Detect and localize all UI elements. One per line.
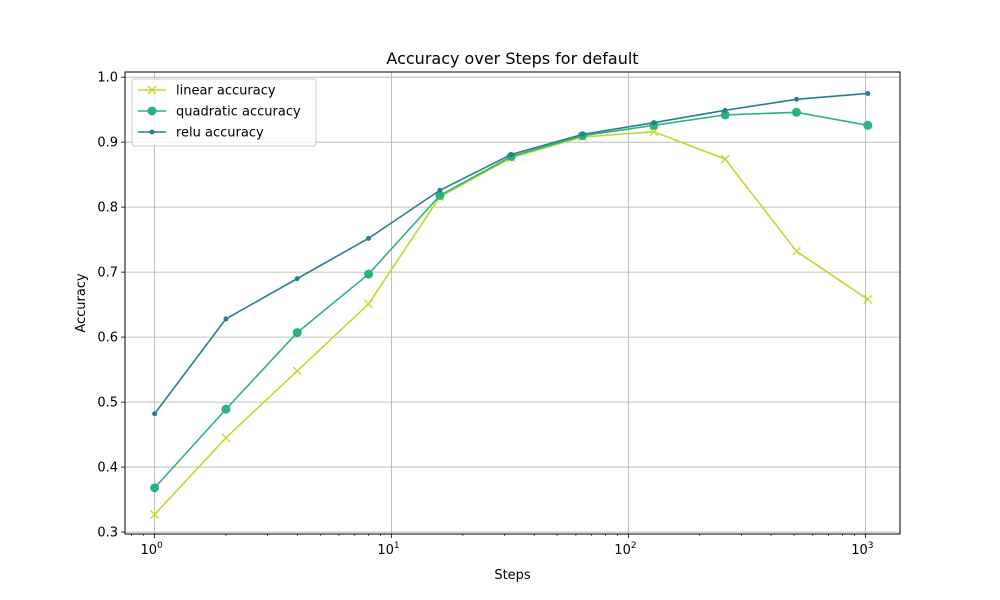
x-tick-base: 10 [140,543,157,558]
series-lines [150,90,873,519]
x-tick-base: 10 [377,543,394,558]
x-marker [150,510,160,519]
y-axis-label: Accuracy [74,273,89,333]
circle-marker [720,110,730,120]
circle-marker [435,190,445,200]
x-marker [364,299,374,309]
chart-title: Accuracy over Steps for default [386,49,638,68]
y-tick-label: 0.4 [97,461,118,476]
dot-marker [580,131,586,137]
x-tick-exponent: 0 [157,541,163,551]
x-tick-exponent: 3 [868,541,874,551]
legend-entry: relu accuracy [138,126,264,141]
x-tick-base: 10 [614,543,631,558]
x-axis-label: Steps [494,568,531,583]
circle-marker [863,120,873,130]
legend: linear accuracy quadratic accuracy relu ac… [131,78,317,147]
grid [125,72,900,534]
legend-entry: linear accuracy [138,84,276,99]
y-tick-label: 0.9 [97,136,118,151]
circle-marker [292,328,302,338]
x-tick-label: 103 [851,541,873,558]
x-marker [792,246,801,256]
x-marker [720,154,730,164]
dot-marker [223,316,229,322]
y-tick-label: 0.6 [97,331,118,346]
x-tick-exponent: 1 [394,541,400,551]
circle-marker [150,483,160,493]
circle-marker [221,404,231,414]
dot-marker [508,152,514,158]
legend-label: relu accuracy [176,126,264,141]
y-tick-label: 0.5 [97,396,118,411]
circle-marker [364,269,374,279]
x-marker [292,366,302,376]
legend-entry: quadratic accuracy [138,105,301,120]
x-tick-base: 10 [851,543,868,558]
legend-label: quadratic accuracy [176,105,301,120]
series-relu-accuracy [152,90,871,417]
dot-marker [793,96,799,102]
legend-label: linear accuracy [176,84,276,99]
x-tick-label: 100 [140,541,163,558]
dot-marker [149,129,155,135]
circle-marker [791,107,801,117]
x-tick-label: 102 [614,541,636,558]
legend-box [131,78,317,147]
x-marker [147,85,157,95]
dot-marker [152,411,158,417]
x-marker [221,433,231,443]
dot-marker [437,187,443,193]
dot-marker [722,107,728,113]
x-tick-label: 101 [377,541,399,558]
dot-marker [366,235,372,241]
plot-frame [124,71,901,535]
x-marker [649,127,659,137]
y-tick-label: 0.8 [97,201,118,216]
dot-marker [651,120,657,126]
y-tick-label: 0.7 [97,266,118,281]
x-tick-exponent: 2 [631,541,637,551]
x-marker [863,294,873,304]
y-tick-label: 1.0 [97,71,118,86]
circle-marker [147,106,157,116]
dot-marker [865,90,871,96]
dot-marker [294,276,300,282]
y-tick-label: 0.3 [97,526,118,541]
